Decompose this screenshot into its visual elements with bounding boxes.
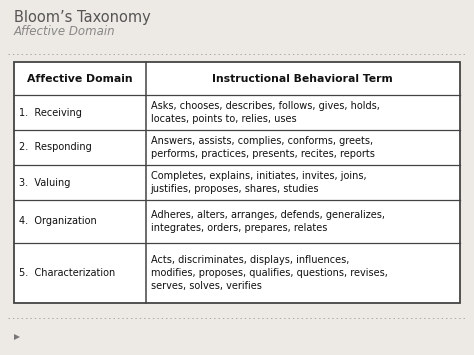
Text: Adheres, alters, arranges, defends, generalizes,
integrates, orders, prepares, r: Adheres, alters, arranges, defends, gene… (151, 210, 384, 233)
Text: Acts, discriminates, displays, influences,
modifies, proposes, qualifies, questi: Acts, discriminates, displays, influence… (151, 255, 387, 291)
Text: Instructional Behavioral Term: Instructional Behavioral Term (212, 73, 393, 83)
Text: 3.  Valuing: 3. Valuing (19, 178, 70, 187)
Text: Asks, chooses, describes, follows, gives, holds,
locates, points to, relies, use: Asks, chooses, describes, follows, gives… (151, 101, 380, 124)
Text: 5.  Characterization: 5. Characterization (19, 268, 115, 278)
Text: Completes, explains, initiates, invites, joins,
justifies, proposes, shares, stu: Completes, explains, initiates, invites,… (151, 171, 366, 194)
Text: 2.  Responding: 2. Responding (19, 142, 92, 153)
Bar (14, 62, 460, 303)
Text: Answers, assists, complies, conforms, greets,
performs, practices, presents, rec: Answers, assists, complies, conforms, gr… (151, 136, 374, 159)
Bar (14, 62, 460, 303)
Text: Bloom’s Taxonomy: Bloom’s Taxonomy (14, 10, 151, 25)
Text: Affective Domain: Affective Domain (27, 73, 133, 83)
Text: 4.  Organization: 4. Organization (19, 217, 97, 226)
Polygon shape (14, 334, 20, 340)
Text: 1.  Receiving: 1. Receiving (19, 108, 82, 118)
Text: Affective Domain: Affective Domain (14, 25, 116, 38)
